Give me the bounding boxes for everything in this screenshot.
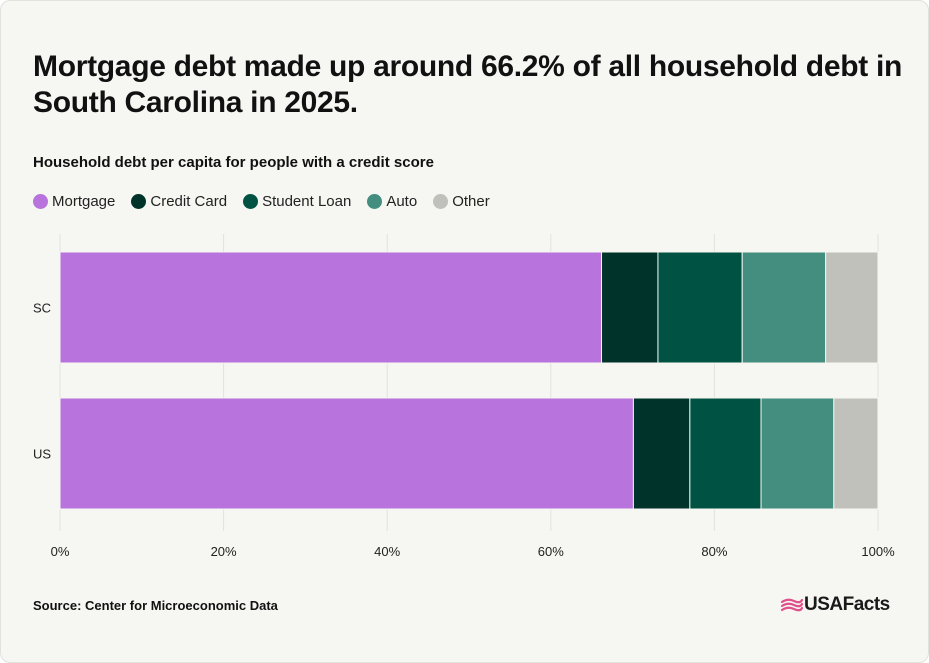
- legend-label: Credit Card: [150, 193, 228, 210]
- x-tick-label: 60%: [538, 544, 564, 559]
- legend-swatch: [433, 194, 449, 209]
- bar-segment-credit-card: [632, 397, 691, 510]
- legend-item-other: Other: [433, 193, 490, 210]
- bar-segment-mortgage: [59, 397, 634, 510]
- bar-segment-student-loan: [689, 397, 762, 510]
- bar-segment-auto: [741, 251, 827, 364]
- bar-segment-other: [825, 251, 879, 364]
- us-flag-icon: [780, 598, 804, 612]
- legend-swatch: [367, 194, 383, 209]
- legend-label: Student Loan: [262, 193, 352, 210]
- legend-item-mortgage: Mortgage: [33, 193, 115, 210]
- legend-swatch: [33, 194, 48, 209]
- y-category-label: US: [33, 447, 51, 462]
- y-category-label: SC: [33, 301, 51, 316]
- x-tick-label: 80%: [701, 544, 727, 559]
- stacked-bar-chart: 0% 20% 40% 60% 80% 100% SC US: [33, 234, 895, 559]
- x-tick-label: 100%: [861, 544, 895, 559]
- bar-segment-student-loan: [657, 251, 743, 364]
- x-tick-label: 20%: [211, 544, 237, 559]
- bar-segment-other: [833, 397, 879, 510]
- bar-segment-auto: [760, 397, 835, 510]
- bar-segment-mortgage: [59, 251, 603, 364]
- source-note: Source: Center for Microeconomic Data: [33, 598, 278, 613]
- logo-text: USAFacts: [804, 594, 890, 615]
- legend-item-auto: Auto: [367, 193, 417, 210]
- usafacts-logo: USAFacts: [780, 594, 890, 616]
- x-tick-label: 40%: [374, 544, 400, 559]
- legend: Mortgage Credit Card Student Loan Auto Other: [33, 193, 506, 210]
- bar-segment-credit-card: [601, 251, 659, 364]
- legend-label: Mortgage: [52, 193, 116, 210]
- chart-title: Mortgage debt made up around 66.2% of al…: [33, 50, 903, 119]
- chart-subtitle: Household debt per capita for people wit…: [33, 154, 434, 171]
- legend-swatch: [131, 194, 147, 209]
- legend-label: Auto: [386, 193, 418, 210]
- legend-label: Other: [452, 193, 490, 210]
- x-tick-label: 0%: [51, 544, 70, 559]
- legend-item-student-loan: Student Loan: [243, 193, 351, 210]
- legend-item-credit-card: Credit Card: [131, 193, 227, 210]
- legend-swatch: [243, 194, 259, 209]
